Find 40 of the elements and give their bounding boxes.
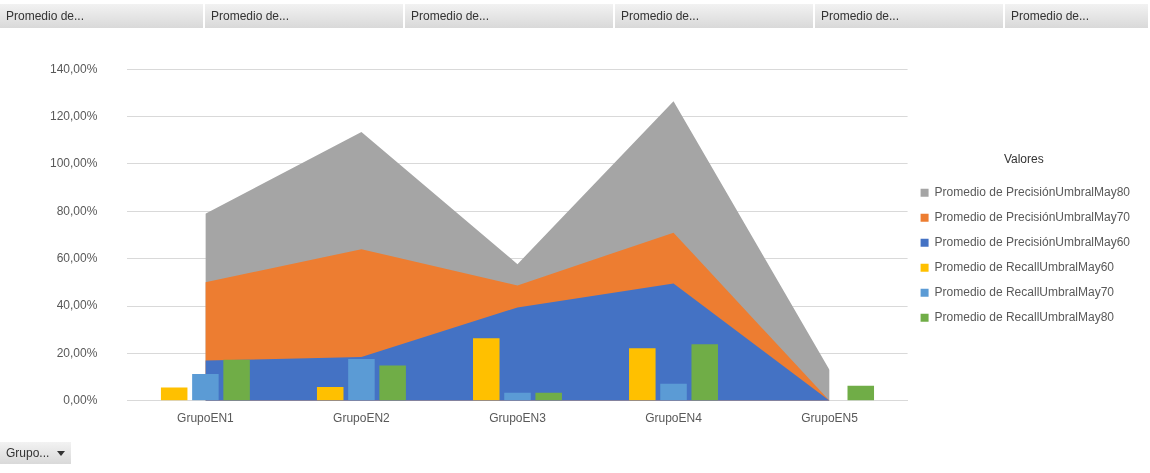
bar	[192, 374, 219, 401]
bar	[660, 383, 687, 401]
text: Promedio de...	[205, 4, 405, 28]
x-tick-label: GrupoEN2	[333, 411, 391, 426]
legend-label: Promedio de RecallUmbralMay70	[934, 285, 1115, 300]
y-tick-label: 0,00%	[63, 393, 98, 408]
bar	[473, 338, 500, 401]
x-tick-label: GrupoEN4	[645, 411, 703, 426]
text: Promedio de...	[405, 4, 615, 28]
y-tick-label: 20,00%	[56, 345, 98, 360]
text: Promedio de...	[0, 4, 205, 28]
text: Grupo...	[6, 445, 50, 462]
legend-label: Promedio de RecallUmbralMay80	[934, 310, 1115, 325]
x-tick-label: GrupoEN5	[801, 411, 859, 426]
bar	[629, 348, 656, 401]
y-tick-label: 140,00%	[50, 61, 98, 76]
y-tick-label: 40,00%	[56, 298, 98, 313]
text: Promedio de...	[1005, 4, 1150, 28]
bar	[223, 359, 250, 401]
bar	[504, 392, 531, 401]
y-tick-label: 100,00%	[50, 156, 98, 171]
bar	[535, 392, 562, 401]
y-tick-label: 80,00%	[56, 203, 98, 218]
text: Promedio de...	[615, 4, 815, 28]
legend-title: Valores	[1003, 151, 1044, 166]
legend-label: Promedio de PrecisiónUmbralMay60	[934, 235, 1131, 250]
x-tick-label: GrupoEN3	[489, 411, 547, 426]
bar	[316, 387, 344, 401]
legend-label: Promedio de RecallUmbralMay60	[934, 260, 1115, 275]
legend-label: Promedio de PrecisiónUmbralMay80	[934, 185, 1131, 200]
bar	[348, 358, 375, 401]
y-tick-label: 120,00%	[50, 108, 98, 123]
text: Promedio de...	[815, 4, 1005, 28]
x-tick-label: GrupoEN1	[177, 411, 235, 426]
bar	[847, 385, 875, 401]
bar	[691, 344, 718, 401]
y-tick-label: 60,00%	[56, 251, 98, 265]
bar	[160, 387, 188, 401]
bar	[379, 365, 406, 401]
legend-label: Promedio de PrecisiónUmbralMay70	[934, 210, 1131, 225]
